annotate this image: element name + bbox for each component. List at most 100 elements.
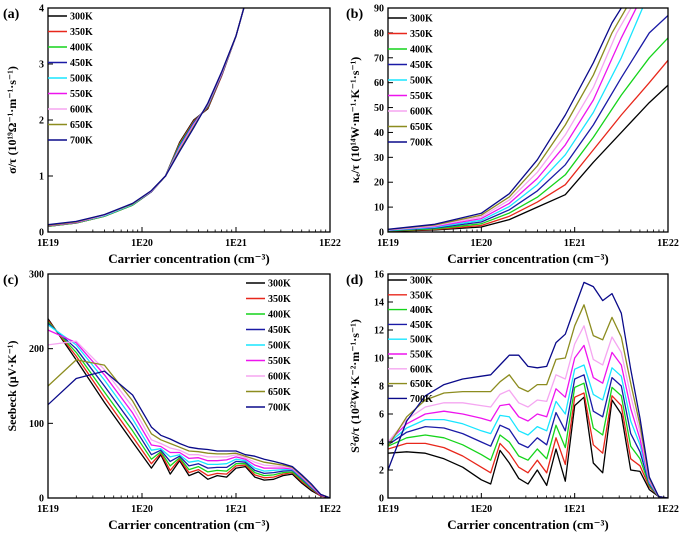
series-line-600K [388,8,632,231]
series-line-650K [388,304,668,498]
legend-label: 550K [70,89,93,100]
y-tick-label: 20 [374,178,384,189]
y-tick-label: 80 [374,28,384,39]
y-axis-label: S²σ/τ (10²²W·K⁻²·m⁻¹·s⁻¹) [348,319,362,453]
x-tick-label: 1E21 [564,238,586,249]
x-tick-label: 1E19 [37,238,59,249]
y-tick-label: 4 [39,4,44,15]
y-tick-label: 10 [374,354,384,365]
x-tick-label: 1E20 [131,238,153,249]
x-tick-label: 1E22 [657,504,679,515]
legend-label: 500K [70,74,93,85]
series-line-300K [48,318,330,498]
legend-label: 350K [410,290,433,301]
x-tick-label: 1E19 [377,238,399,249]
legend-label: 650K [410,122,433,133]
y-tick-label: 12 [374,326,384,337]
series-lines [48,318,330,498]
series-line-550K [388,344,668,498]
legend-label: 600K [410,364,433,375]
y-axis-label: κₑ/τ (10¹⁴W·m⁻¹·K⁻¹·s⁻¹) [348,57,362,184]
series-line-650K [388,8,628,231]
plot-frame [387,7,669,233]
legend-label: 300K [268,279,291,290]
series-line-500K [388,8,644,231]
y-tick-label: 30 [374,153,384,164]
series-line-700K [388,281,668,498]
series-line-300K [388,84,668,232]
y-tick-label: 8 [379,382,384,393]
panel-tag: (c) [3,273,19,288]
y-tick-label: 14 [374,298,384,309]
series-line-300K [388,396,668,498]
y-tick-label: 50 [374,103,384,114]
legend-label: 600K [268,372,291,383]
y-tick-label: 200 [29,344,44,355]
y-tick-label: 0 [39,494,44,505]
legend-label: 450K [410,60,433,71]
legend: 300K 350K 400K 450K 500K 550K 600K 650K 700K [388,276,433,405]
legend-label: 550K [410,350,433,361]
legend-label: 350K [70,27,93,38]
panel-tag: (b) [346,7,363,22]
y-tick-label: 3 [39,60,44,71]
panel-3: 1E19 1E20 1E21 1E22 0 100 200 300 Carrier concen… [3,270,341,533]
series-line-400K [48,321,330,498]
legend-label: 650K [268,387,291,398]
x-tick-label: 1E21 [225,238,247,249]
legend-label: 300K [410,276,433,287]
x-axis-label: Carrier concentration (cm⁻³) [447,251,608,266]
x-axis-label: Carrier concentration (cm⁻³) [108,517,269,532]
y-tick-label: 60 [374,78,384,89]
legend-label: 400K [268,310,291,321]
x-tick-label: 1E19 [377,504,399,515]
legend: 300K 350K 400K 450K 500K 550K 600K 650K 700K [388,14,433,149]
series-line-350K [388,392,668,498]
x-tick-label: 1E21 [564,504,586,515]
legend: 300K 350K 400K 450K 500K 550K 600K 650K 700K [48,12,93,147]
y-axis-label: Seebeck (μV·K⁻¹) [5,340,19,431]
legend-label: 550K [268,356,291,367]
x-tick-label: 1E20 [131,504,153,515]
y-tick-label: 2 [39,116,44,127]
y-tick-label: 0 [379,494,384,505]
legend-label: 550K [410,91,433,102]
legend-label: 500K [268,341,291,352]
legend: 300K 350K 400K 450K 500K 550K 600K 650K 700K [246,279,291,414]
y-tick-label: 70 [374,53,384,64]
legend-label: 500K [410,76,433,87]
x-tick-label: 1E20 [470,238,492,249]
y-tick-label: 40 [374,128,384,139]
series-line-400K [388,382,668,498]
series-lines [388,8,668,232]
legend-label: 700K [410,138,433,149]
legend-label: 600K [410,107,433,118]
y-tick-label: 16 [374,270,384,281]
y-tick-label: 90 [374,4,384,15]
panel-2: 1E19 1E20 1E21 1E22 0 10 20 30 40 50 60 70 80 90 Carri… [346,4,679,267]
x-tick-label: 1E19 [37,504,59,515]
panel-1: 1E19 1E20 1E21 1E22 0 1 2 3 4 Carrier concentrati… [3,4,341,267]
series-line-350K [388,59,668,232]
y-tick-label: 10 [374,203,384,214]
legend-label: 450K [410,320,433,331]
panel-tag: (a) [3,7,20,22]
legend-label: 700K [410,394,433,405]
x-axis-label: Carrier concentration (cm⁻³) [108,251,269,266]
legend-label: 700K [268,403,291,414]
series-line-700K [388,8,623,230]
y-tick-label: 0 [39,228,44,239]
x-tick-label: 1E20 [470,504,492,515]
panel-4: 1E19 1E20 1E21 1E22 0 2 4 6 8 10 12 14 16 Carrier con… [346,270,679,533]
legend-label: 650K [70,120,93,131]
y-tick-label: 4 [379,438,384,449]
panel-tag: (d) [346,273,363,288]
series-lines [388,281,668,498]
legend-label: 500K [410,335,433,346]
legend-label: 400K [70,43,93,54]
x-tick-label: 1E22 [657,238,679,249]
legend-label: 450K [268,325,291,336]
plot-frame [47,273,331,499]
series-line-500K [388,364,668,498]
series-line-450K [388,15,668,232]
